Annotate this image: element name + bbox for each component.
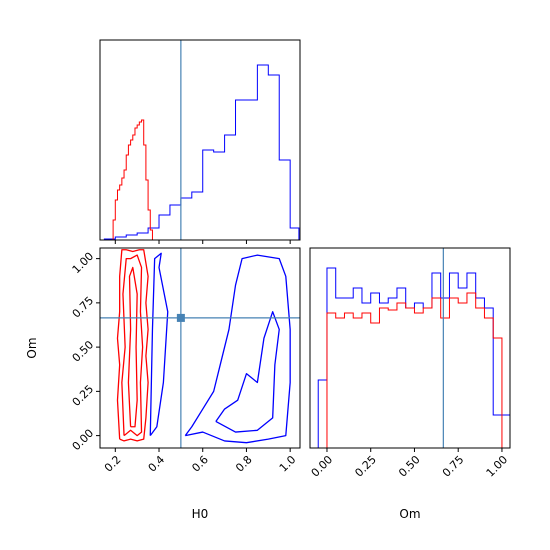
x-tick-label: 0.00 (309, 453, 336, 480)
x-tick-label: 1.0 (277, 453, 299, 475)
x-tick-label: 0.25 (352, 453, 379, 480)
y-axis-label: Om (25, 337, 39, 358)
y-tick-label: 0.75 (70, 294, 97, 321)
y-tick-label: 0.50 (70, 338, 97, 365)
y-tick-label: 0.25 (70, 382, 97, 409)
histogram-step (112, 119, 153, 240)
plot-area (103, 40, 300, 240)
y-tick-label: 1.00 (70, 250, 97, 277)
contour-line (184, 254, 291, 444)
plot-area (100, 248, 300, 448)
contour-line (121, 254, 144, 437)
contour-line (127, 266, 138, 428)
contour-line (116, 249, 149, 442)
y-tick-label: 0.00 (70, 427, 97, 454)
histogram-step (317, 267, 510, 448)
truth-marker (176, 313, 185, 322)
contour-line (149, 252, 169, 436)
panel-frame (309, 247, 511, 449)
x-axis-label: Om (399, 507, 420, 521)
x-tick-label: 0.6 (189, 453, 211, 475)
x-tick-label: 0.8 (233, 453, 255, 475)
histogram-step (103, 64, 300, 240)
x-tick-label: 0.75 (440, 453, 467, 480)
panel-frame (99, 39, 301, 241)
x-axis-label: H0 (192, 507, 209, 521)
x-tick-label: 0.50 (396, 453, 423, 480)
x-tick-label: 0.2 (102, 453, 124, 475)
contour-line (215, 311, 280, 433)
panel-frame (99, 247, 301, 449)
plot-area (317, 248, 510, 448)
histogram-step (318, 292, 510, 448)
x-tick-label: 1.00 (484, 453, 511, 480)
x-tick-label: 0.4 (146, 453, 168, 475)
